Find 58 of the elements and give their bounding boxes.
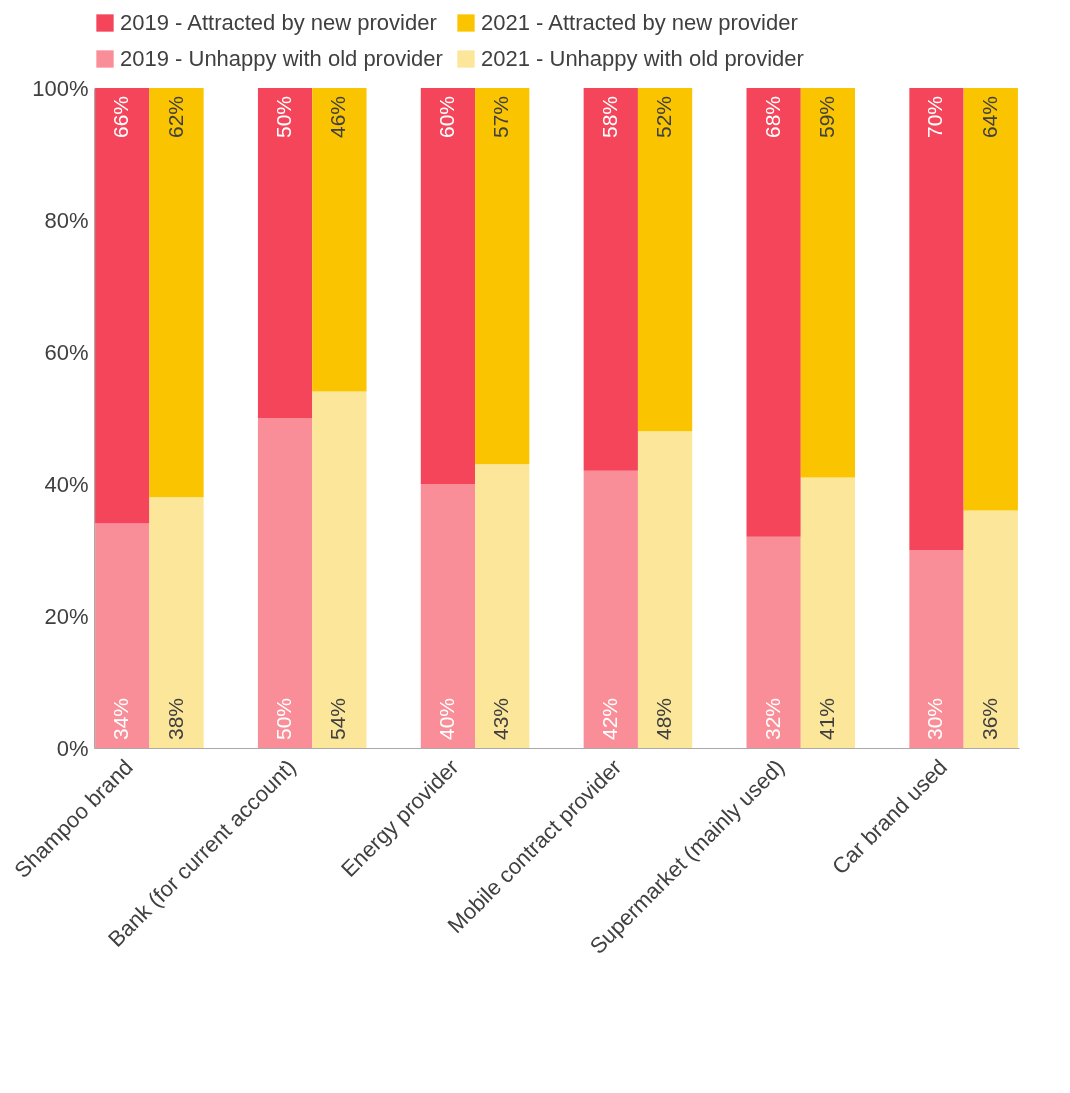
bar	[149, 88, 204, 498]
bar	[420, 88, 476, 484]
data-label: 36%	[977, 697, 1001, 740]
data-label: 50%	[272, 697, 296, 740]
data-label: 34%	[109, 697, 133, 740]
bar	[257, 88, 313, 418]
bar	[583, 88, 638, 471]
data-label: 57%	[489, 96, 513, 139]
bar	[800, 88, 856, 478]
bar	[583, 470, 638, 748]
bar	[963, 510, 1018, 748]
bar	[312, 88, 367, 392]
data-label: 59%	[814, 96, 838, 139]
data-label: 46%	[326, 96, 350, 139]
data-label: 42%	[597, 697, 621, 740]
bar	[95, 88, 150, 524]
y-tick-label: 40%	[44, 471, 89, 497]
bar	[800, 477, 856, 748]
data-label: 54%	[326, 697, 350, 740]
data-label: 41%	[814, 697, 838, 740]
data-label: 32%	[760, 697, 784, 740]
y-tick-label: 20%	[44, 603, 89, 629]
data-label: 70%	[923, 96, 947, 139]
legend-label: 2021 - Unhappy with old provider	[481, 46, 804, 71]
data-label: 30%	[923, 697, 947, 740]
y-tick-label: 0%	[56, 735, 89, 761]
bar	[475, 88, 530, 465]
bar	[420, 484, 476, 748]
y-tick-label: 60%	[44, 339, 89, 365]
data-label: 48%	[652, 697, 676, 740]
legend-label: 2019 - Attracted by new provider	[120, 10, 437, 35]
data-label: 64%	[977, 96, 1001, 139]
data-label: 40%	[434, 697, 458, 740]
data-label: 38%	[163, 697, 187, 740]
data-label: 50%	[272, 96, 296, 139]
data-label: 58%	[597, 96, 621, 139]
bar	[963, 88, 1018, 511]
y-tick-label: 80%	[44, 207, 89, 233]
bar	[746, 536, 801, 748]
y-tick-label: 100%	[32, 75, 89, 101]
bar	[312, 391, 367, 748]
data-label: 52%	[652, 96, 676, 139]
data-label: 66%	[109, 96, 133, 139]
bar	[637, 88, 693, 432]
bar	[909, 88, 964, 550]
bar	[637, 431, 693, 748]
bar	[149, 497, 204, 748]
data-label: 60%	[434, 96, 458, 139]
bar	[909, 550, 964, 748]
bar	[257, 418, 313, 748]
data-label: 62%	[163, 96, 187, 139]
legend-label: 2021 - Attracted by new provider	[481, 10, 798, 35]
legend-label: 2019 - Unhappy with old provider	[120, 46, 443, 71]
data-label: 68%	[760, 96, 784, 139]
bar	[746, 88, 801, 537]
bar	[475, 464, 530, 748]
bar	[95, 523, 150, 748]
data-label: 43%	[489, 697, 513, 740]
